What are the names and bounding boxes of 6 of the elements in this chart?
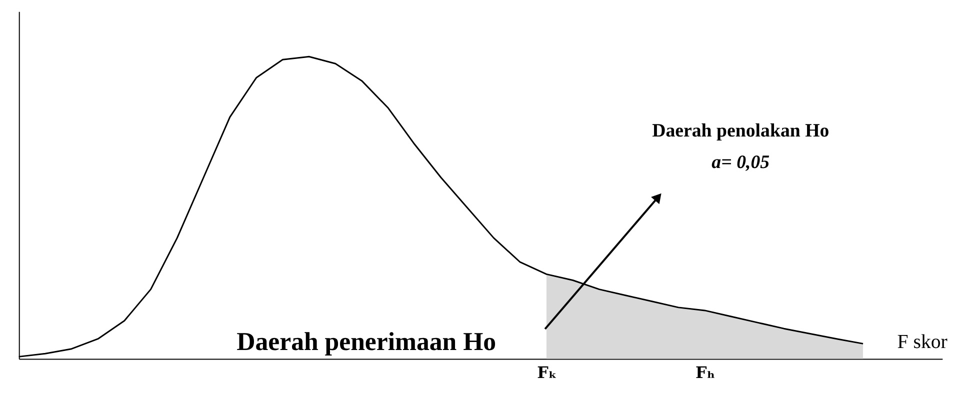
x-axis-title: F skor	[897, 330, 948, 353]
annotation: Daerah penolakan Ho	[652, 120, 830, 142]
x-tick-label: Fₖ	[537, 363, 557, 382]
x-tick-label: Fₕ	[695, 363, 716, 382]
annotation: Daerah penerimaan Ho	[236, 326, 496, 356]
annotation: a= 0,05	[712, 152, 770, 174]
